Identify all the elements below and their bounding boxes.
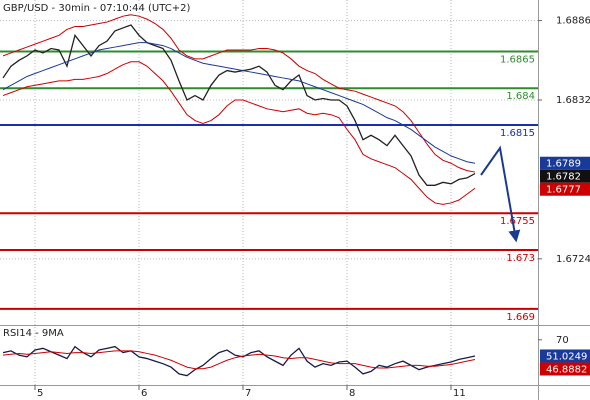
level-label: 1.6865 bbox=[500, 54, 535, 65]
y-tick-label: 1.6724 bbox=[556, 254, 590, 265]
level-label: 1.669 bbox=[506, 312, 535, 323]
value-box bbox=[540, 169, 590, 183]
x-tick-label: 11 bbox=[453, 388, 466, 399]
chart-title: GBP/USD - 30min - 07:10:44 (UTC+2) bbox=[3, 3, 190, 14]
value-box bbox=[540, 362, 590, 376]
level-label: 1.6755 bbox=[500, 216, 535, 227]
y-tick-label: 1.6886 bbox=[556, 16, 590, 27]
series-line bbox=[2, 345, 476, 377]
y-tick-label: 70 bbox=[556, 335, 569, 346]
series-line bbox=[2, 350, 476, 370]
value-box bbox=[540, 349, 590, 363]
x-tick-label: 5 bbox=[37, 388, 43, 399]
rsi-title: RSI14 - 9MA bbox=[3, 328, 64, 339]
value-box-label: 46.8882 bbox=[546, 364, 587, 375]
series-line bbox=[2, 14, 476, 173]
y-tick-label: 1.6832 bbox=[556, 95, 590, 106]
x-tick-label: 6 bbox=[141, 388, 147, 399]
value-box bbox=[540, 182, 590, 196]
value-box bbox=[540, 156, 590, 170]
series-line bbox=[2, 24, 476, 186]
series-line bbox=[2, 42, 476, 164]
value-box-label: 51.0249 bbox=[546, 351, 587, 362]
x-tick-label: 8 bbox=[349, 388, 355, 399]
forecast-arrow bbox=[480, 145, 521, 243]
x-tick-label: 7 bbox=[245, 388, 251, 399]
series-line bbox=[2, 61, 476, 205]
value-box-label: 1.6789 bbox=[546, 159, 581, 170]
level-label: 1.6815 bbox=[500, 128, 535, 139]
value-box-label: 1.6777 bbox=[546, 185, 581, 196]
value-box-label: 1.6782 bbox=[546, 172, 581, 183]
level-label: 1.673 bbox=[506, 253, 535, 264]
level-label: 1.684 bbox=[506, 91, 535, 102]
